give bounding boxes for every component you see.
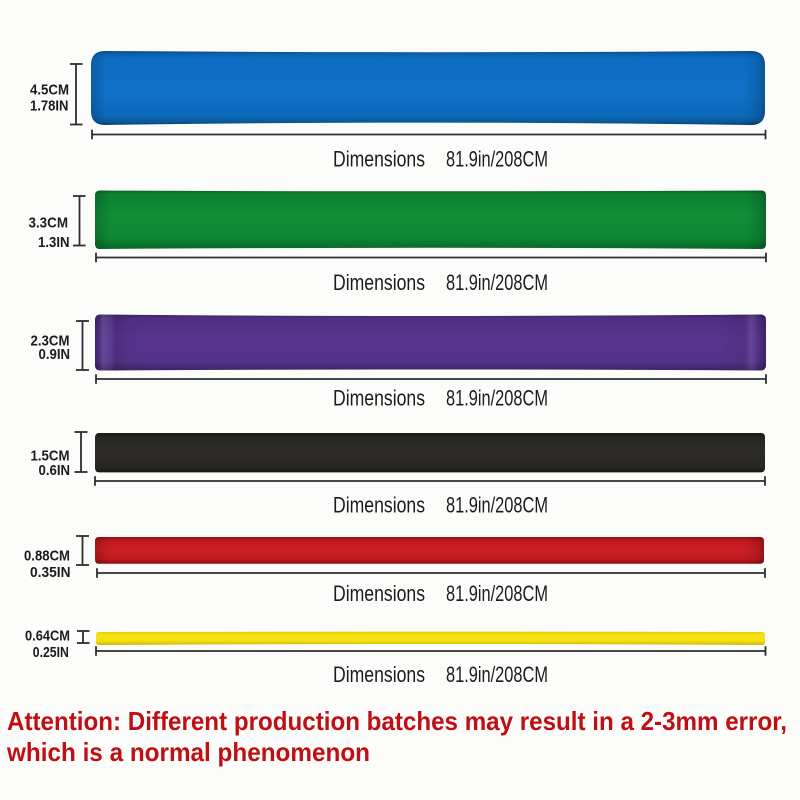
svg-text:2.3CM: 2.3CM (31, 333, 70, 350)
svg-text:Dimensions: Dimensions (333, 493, 425, 518)
svg-text:81.9in/208CM: 81.9in/208CM (446, 147, 548, 172)
svg-text:Dimensions: Dimensions (333, 147, 425, 172)
svg-text:Dimensions: Dimensions (333, 270, 425, 295)
svg-text:0.35IN: 0.35IN (30, 564, 71, 581)
svg-text:81.9in/208CM: 81.9in/208CM (446, 493, 548, 518)
svg-text:Attention: Different productio: Attention: Different production batches … (7, 706, 787, 736)
svg-text:81.9in/208CM: 81.9in/208CM (446, 581, 548, 606)
svg-text:1.3IN: 1.3IN (38, 234, 70, 251)
svg-text:81.9in/208CM: 81.9in/208CM (446, 662, 548, 687)
svg-text:1.78IN: 1.78IN (30, 98, 69, 115)
svg-text:1.5CM: 1.5CM (31, 448, 70, 465)
svg-text:3.3CM: 3.3CM (29, 215, 69, 232)
svg-text:0.9IN: 0.9IN (39, 346, 71, 363)
svg-text:Dimensions: Dimensions (333, 662, 425, 687)
svg-text:81.9in/208CM: 81.9in/208CM (446, 386, 548, 411)
svg-text:Dimensions: Dimensions (333, 386, 425, 411)
svg-text:4.5CM: 4.5CM (30, 82, 69, 99)
svg-text:0.25IN: 0.25IN (33, 644, 69, 661)
svg-text:which is a normal phenomenon: which is a normal phenomenon (6, 737, 370, 767)
svg-text:Dimensions: Dimensions (333, 581, 425, 606)
svg-text:0.88CM: 0.88CM (24, 548, 70, 565)
svg-text:81.9in/208CM: 81.9in/208CM (446, 270, 548, 295)
svg-text:0.6IN: 0.6IN (39, 462, 71, 479)
svg-text:0.64CM: 0.64CM (25, 628, 70, 645)
